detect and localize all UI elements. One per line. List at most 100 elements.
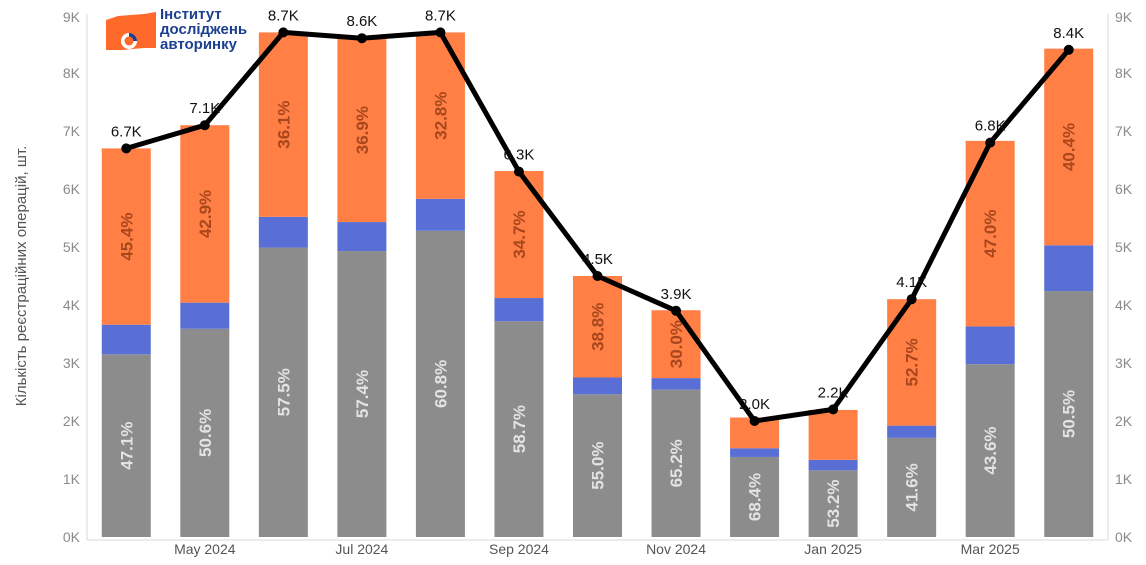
bar-segment-blue bbox=[494, 298, 544, 322]
gray-percent-label: 50.6% bbox=[196, 409, 215, 457]
bar-segment-blue bbox=[573, 377, 622, 395]
y-tick-label-right: 6K bbox=[1115, 181, 1133, 197]
orange-percent-label: 36.1% bbox=[274, 101, 293, 149]
logo-line-1: Інститут bbox=[160, 6, 222, 23]
y-tick-label-left: 6K bbox=[63, 181, 81, 197]
logo bbox=[104, 10, 244, 54]
orange-percent-label: 40.4% bbox=[1060, 123, 1079, 171]
y-tick-label-left: 8K bbox=[63, 65, 81, 81]
orange-percent-label: 52.7% bbox=[903, 338, 922, 386]
orange-percent-label: 42.9% bbox=[196, 190, 215, 238]
bar-segment-orange bbox=[180, 125, 230, 303]
bar-segment-gray bbox=[808, 470, 858, 537]
logo-line-2: досліджень bbox=[160, 21, 248, 38]
y-tick-label-left: 2K bbox=[63, 413, 81, 429]
total-value-label: 4.5K bbox=[582, 251, 613, 268]
bar-segment-blue bbox=[180, 302, 230, 329]
bar-segment-gray bbox=[887, 437, 937, 537]
x-tick-label: Jul 2024 bbox=[335, 541, 388, 557]
gray-percent-label: 57.4% bbox=[353, 370, 372, 418]
total-value-label: 8.7K bbox=[425, 7, 456, 24]
y-tick-label-right: 5K bbox=[1115, 239, 1133, 255]
y-tick-label-right: 3K bbox=[1115, 355, 1133, 371]
y-tick-label-right: 1K bbox=[1115, 471, 1133, 487]
gray-percent-label: 57.5% bbox=[274, 368, 293, 416]
bar-segment-orange bbox=[651, 310, 701, 379]
total-point bbox=[985, 137, 996, 148]
y-tick-label-right: 2K bbox=[1115, 413, 1133, 429]
gray-percent-label: 65.2% bbox=[667, 439, 686, 487]
total-point bbox=[906, 294, 917, 305]
y-axis-title: Кількість реєстраційних операцій, шт. bbox=[13, 146, 30, 406]
bar-segment-orange bbox=[101, 148, 151, 325]
bar-segment-gray bbox=[573, 394, 622, 537]
total-point bbox=[828, 404, 839, 415]
x-tick-label: Nov 2024 bbox=[646, 541, 706, 557]
y-tick-label-right: 0K bbox=[1115, 529, 1133, 545]
total-value-label: 8.7K bbox=[268, 7, 299, 24]
gray-percent-label: 53.2% bbox=[824, 480, 843, 528]
bar-segment-gray bbox=[965, 364, 1015, 537]
gray-percent-label: 68.4% bbox=[746, 473, 765, 521]
total-value-label: 4.1K bbox=[896, 274, 927, 291]
gray-percent-label: 58.7% bbox=[510, 405, 529, 453]
total-value-label: 6.3K bbox=[504, 147, 535, 164]
orange-percent-label: 30.0% bbox=[667, 320, 686, 368]
bar-segment-blue bbox=[651, 378, 701, 390]
bar-segment-orange bbox=[808, 409, 858, 460]
y-tick-label-left: 4K bbox=[63, 297, 81, 313]
orange-percent-label: 47.0% bbox=[981, 210, 1000, 258]
bar-segment-gray bbox=[101, 354, 151, 537]
bar-segment-gray bbox=[494, 321, 544, 537]
orange-percent-label: 45.4% bbox=[117, 212, 136, 260]
total-point bbox=[671, 305, 682, 316]
gray-percent-label: 43.6% bbox=[981, 426, 1000, 474]
orange-percent-label: 36.9% bbox=[353, 106, 372, 154]
bar-segment-blue bbox=[415, 198, 465, 231]
total-value-label: 2.2K bbox=[818, 384, 849, 401]
y-tick-label-left: 9K bbox=[63, 9, 81, 25]
total-point bbox=[199, 120, 210, 131]
orange-percent-label: 38.8% bbox=[589, 303, 608, 351]
bar-segment-orange bbox=[258, 32, 308, 217]
logo-line-3: авторинку bbox=[160, 36, 237, 53]
bar-segment-gray bbox=[730, 456, 780, 537]
x-tick-label: Sep 2024 bbox=[489, 541, 549, 557]
y-tick-label-left: 5K bbox=[63, 239, 81, 255]
total-value-label: 8.4K bbox=[1053, 25, 1084, 42]
y-tick-label-left: 0K bbox=[63, 529, 81, 545]
gray-percent-label: 47.1% bbox=[117, 422, 136, 470]
bar-segment-blue bbox=[730, 448, 780, 457]
total-value-label: 2.0K bbox=[739, 396, 770, 413]
x-tick-label: Jan 2025 bbox=[804, 541, 862, 557]
orange-percent-label: 32.8% bbox=[431, 92, 450, 140]
bar-segment-gray bbox=[415, 230, 465, 537]
total-point bbox=[513, 166, 524, 177]
y-tick-label-right: 8K bbox=[1115, 65, 1133, 81]
total-point bbox=[749, 416, 760, 426]
logo-text: Інститут досліджень авторинку bbox=[160, 7, 247, 52]
y-tick-label-left: 7K bbox=[63, 123, 81, 139]
total-point bbox=[1063, 44, 1074, 55]
total-value-label: 6.7K bbox=[111, 123, 142, 140]
total-point bbox=[121, 143, 132, 154]
total-value-label: 8.6K bbox=[346, 13, 377, 30]
x-tick-label: Mar 2025 bbox=[961, 541, 1020, 557]
bar-segment-orange bbox=[1044, 48, 1094, 246]
bar-segment-blue bbox=[887, 425, 937, 438]
y-tick-label-right: 4K bbox=[1115, 297, 1133, 313]
total-value-label: 6.8K bbox=[975, 118, 1006, 135]
total-value-label: 7.1K bbox=[189, 100, 220, 117]
x-tick-label: May 2024 bbox=[174, 541, 236, 557]
logo-mark-icon bbox=[106, 12, 156, 50]
y-tick-label-right: 7K bbox=[1115, 123, 1133, 139]
orange-percent-label: 34.7% bbox=[510, 210, 529, 258]
total-point bbox=[278, 27, 289, 38]
bar-segment-blue bbox=[101, 324, 151, 355]
bar-segment-gray bbox=[1044, 291, 1094, 537]
bar-segment-gray bbox=[651, 389, 701, 537]
gray-percent-label: 41.6% bbox=[903, 463, 922, 511]
total-point bbox=[356, 33, 367, 44]
bar-segment-blue bbox=[1044, 245, 1094, 292]
gray-percent-label: 55.0% bbox=[589, 442, 608, 490]
